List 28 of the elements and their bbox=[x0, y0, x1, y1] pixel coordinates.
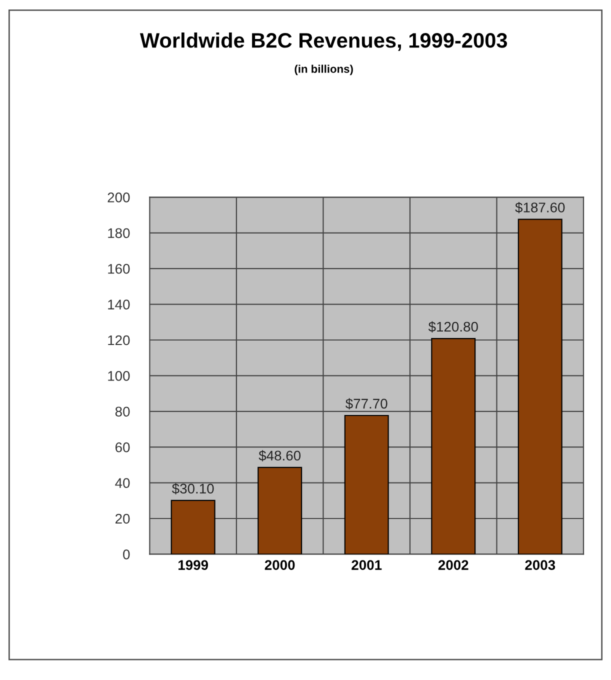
chart-title: Worldwide B2C Revenues, 1999-2003 bbox=[140, 32, 508, 51]
x-tick-label: 2002 bbox=[438, 560, 468, 570]
x-tick-label: 2000 bbox=[264, 560, 295, 570]
data-label: $77.70 bbox=[346, 398, 388, 410]
bar bbox=[518, 218, 562, 554]
bar bbox=[258, 466, 302, 554]
y-tick-label: 0 bbox=[123, 550, 130, 560]
bar bbox=[431, 338, 476, 554]
y-tick-label: 200 bbox=[108, 192, 130, 202]
y-tick-label: 80 bbox=[115, 406, 130, 417]
y-tick-label: 60 bbox=[116, 442, 130, 452]
bar bbox=[344, 414, 389, 554]
y-tick-label: 100 bbox=[108, 371, 130, 381]
y-tick-label: 120 bbox=[108, 335, 130, 346]
y-tick-label: 160 bbox=[108, 264, 130, 274]
y-tick-label: 20 bbox=[116, 514, 130, 524]
x-tick-label: 2001 bbox=[352, 560, 382, 570]
data-label: $187.60 bbox=[515, 202, 565, 214]
data-label: $30.10 bbox=[172, 483, 214, 494]
y-tick-label: 140 bbox=[108, 300, 130, 310]
bar bbox=[170, 500, 216, 554]
y-tick-label: 40 bbox=[115, 478, 130, 488]
data-label: $120.80 bbox=[428, 321, 478, 332]
x-tick-label: 1999 bbox=[178, 560, 208, 570]
x-tick-label: 2003 bbox=[525, 560, 556, 570]
data-label: $48.60 bbox=[258, 450, 301, 462]
chart-subtitle: (in billions) bbox=[294, 64, 353, 76]
y-tick-label: 180 bbox=[108, 228, 130, 238]
